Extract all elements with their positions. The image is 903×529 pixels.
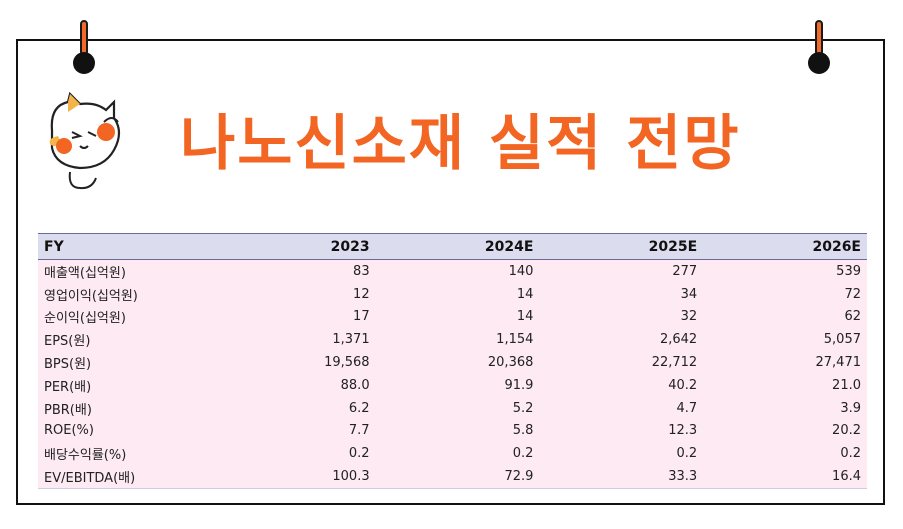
table-cell: 21.0 bbox=[832, 377, 861, 393]
board-frame bbox=[16, 39, 885, 505]
table-cell: 20,368 bbox=[487, 355, 534, 371]
table-row: BPS(원) 19,568 20,368 22,712 27,471 bbox=[38, 351, 867, 374]
table-cell: 12.3 bbox=[668, 423, 698, 439]
table-cell: 32 bbox=[680, 309, 698, 325]
row-label: 순이익(십억원) bbox=[44, 311, 126, 327]
table-cell: 12 bbox=[353, 286, 370, 302]
row-label: EPS(원) bbox=[44, 334, 91, 350]
row-label: PER(배) bbox=[44, 379, 92, 395]
row-label: BPS(원) bbox=[44, 357, 92, 373]
table-cell: 17 bbox=[353, 309, 370, 325]
table-cell: 1,371 bbox=[332, 332, 370, 348]
table-cell: 3.9 bbox=[840, 400, 861, 416]
table-cell: 5.8 bbox=[512, 423, 534, 439]
table-cell: 539 bbox=[836, 263, 861, 279]
table-header-row: FY 2023 2024E 2025E 2026E bbox=[38, 233, 867, 260]
column-header: 2024E bbox=[375, 233, 540, 260]
financial-forecast-table: FY 2023 2024E 2025E 2026E 매출액(십억원) 83 14… bbox=[38, 233, 867, 489]
table-row: PBR(배) 6.2 5.2 4.7 3.9 bbox=[38, 396, 867, 420]
table-cell: 277 bbox=[672, 263, 698, 279]
table-cell: 22,712 bbox=[651, 355, 698, 371]
table-cell: 91.9 bbox=[504, 377, 534, 393]
page-title: 나노신소재 실적 전망 bbox=[180, 109, 741, 179]
table-cell: 7.7 bbox=[348, 423, 370, 439]
table-row: EPS(원) 1,371 1,154 2,642 5,057 bbox=[38, 328, 867, 352]
column-header: FY bbox=[38, 233, 220, 260]
column-header: 2026E bbox=[703, 233, 867, 260]
table-cell: 19,568 bbox=[324, 355, 370, 371]
row-label: EV/EBITDA(배) bbox=[38, 465, 220, 489]
table-cell: 40.2 bbox=[668, 377, 698, 393]
table-cell: 27,471 bbox=[815, 355, 862, 371]
table-cell: 100.3 bbox=[220, 465, 376, 489]
column-header: 2025E bbox=[539, 233, 704, 260]
table-cell: 0.2 bbox=[348, 446, 370, 462]
table-cell: 14 bbox=[516, 309, 534, 325]
table-cell: 62 bbox=[844, 309, 861, 325]
table-cell: 20.2 bbox=[832, 423, 861, 439]
table-cell: 4.7 bbox=[676, 400, 698, 416]
table-cell: 1,154 bbox=[496, 332, 534, 348]
table-cell: 5.2 bbox=[512, 400, 534, 416]
table-cell: 140 bbox=[508, 263, 534, 279]
table-cell: 0.2 bbox=[512, 446, 534, 462]
table-row: PER(배) 88.0 91.9 40.2 21.0 bbox=[38, 373, 867, 397]
table-cell: 5,057 bbox=[823, 332, 861, 348]
table-cell: 83 bbox=[353, 263, 370, 279]
table-cell: 6.2 bbox=[348, 400, 370, 416]
table-row: EV/EBITDA(배) 100.3 72.9 33.3 16.4 bbox=[38, 465, 867, 489]
row-label: ROE(%) bbox=[44, 423, 94, 439]
table-cell: 34 bbox=[680, 286, 698, 302]
table-cell: 72 bbox=[844, 286, 861, 302]
table-cell: 2,642 bbox=[659, 332, 698, 348]
table-cell: 0.2 bbox=[840, 446, 861, 462]
table-cell: 88.0 bbox=[340, 377, 370, 393]
row-label: 매출액(십억원) bbox=[44, 265, 126, 281]
row-label: PBR(배) bbox=[44, 402, 92, 418]
table-row: 영업이익(십억원) 12 14 34 72 bbox=[38, 282, 867, 306]
row-label: 배당수익률(%) bbox=[44, 448, 127, 464]
column-header: 2023 bbox=[220, 233, 376, 260]
table-cell: 16.4 bbox=[703, 465, 867, 489]
table-row: ROE(%) 7.7 5.8 12.3 20.2 bbox=[38, 419, 867, 443]
row-label: 영업이익(십억원) bbox=[44, 288, 138, 304]
table-cell: 0.2 bbox=[676, 446, 698, 462]
table-row: 순이익(십억원) 17 14 32 62 bbox=[38, 305, 867, 329]
table-row: 배당수익률(%) 0.2 0.2 0.2 0.2 bbox=[38, 442, 867, 466]
table-row: 매출액(십억원) 83 140 277 539 bbox=[38, 259, 867, 283]
table-cell: 33.3 bbox=[539, 465, 704, 489]
table-cell: 14 bbox=[516, 286, 534, 302]
table-cell: 72.9 bbox=[375, 465, 540, 489]
cat-mascot-icon bbox=[49, 92, 121, 190]
